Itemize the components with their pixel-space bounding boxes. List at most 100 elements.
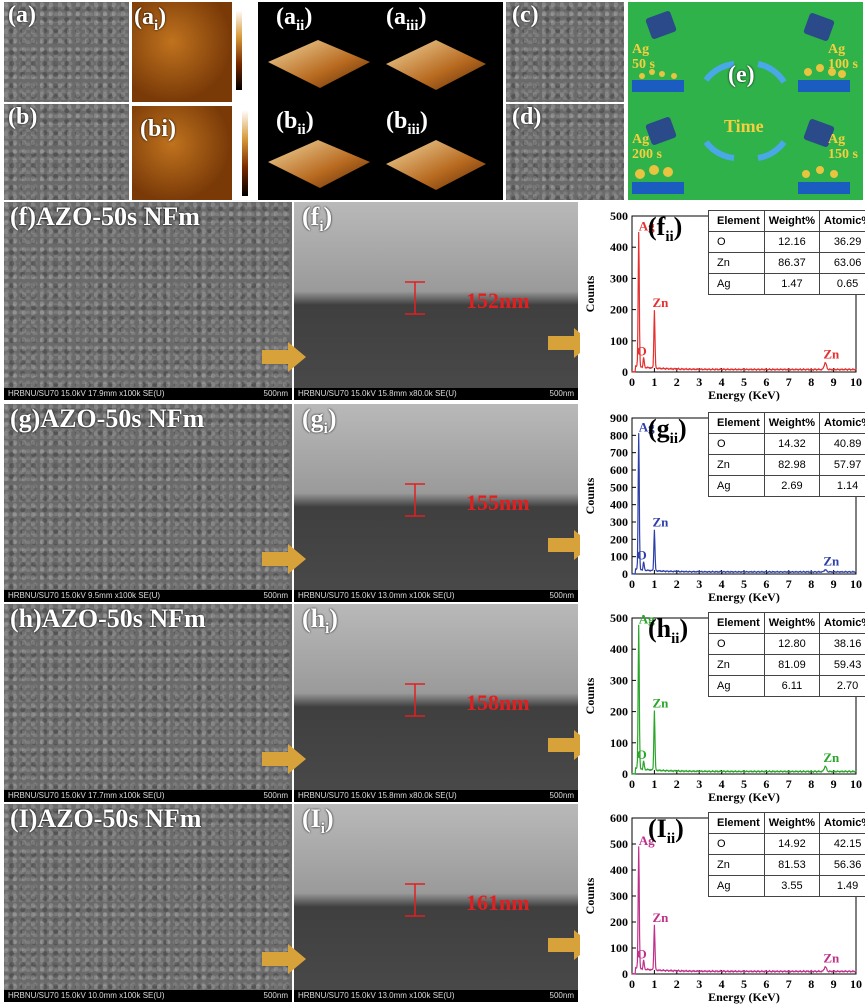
x-tick-label: 5 [741,977,747,991]
sem-info-bar: HRBNU/SU70 15.0kV 10.0mm x100k SE(U)500n… [4,990,292,1002]
table-header: Weight% [764,413,819,434]
panel-label-aiii: (aiii) [386,4,427,35]
table-header: Weight% [764,211,819,232]
table-header: Atomic% [820,613,865,634]
table-cell: 86.37 [764,253,819,274]
table-cell: Zn [709,855,765,876]
thickness-value: 158nm [466,690,530,716]
eds-composition-table: Element Weight% Atomic% O14.9242.15Zn81.… [708,812,865,897]
sem-info-bar: HRBNU/SU70 15.0kV 17.7mm x100k SE(U)500n… [4,790,292,802]
schematic-drawing [628,2,863,200]
sem-cross-section-image: HRBNU/SU70 15.0kV 13.0mm x100k SE(U)500n… [294,404,578,602]
peak-label: O [637,548,647,563]
y-tick-label: 0 [622,567,628,581]
x-tick-label: 0 [629,977,635,991]
x-tick-label: 1 [651,375,657,389]
row-label: (f)AZO-50s NFm [10,202,200,232]
schematic-e: Ag 50 s Ag 100 s Ag 200 s Ag 150 s (e) T… [628,2,863,200]
panel-label-a: (a) [8,2,36,29]
peak-label: Zn [652,910,669,925]
y-tick-label: 200 [610,915,628,929]
thickness-marker [400,882,430,918]
arrow-icon [262,544,306,574]
y-tick-label: 300 [610,271,628,285]
y-tick-label: 300 [610,889,628,903]
thickness-marker [400,682,430,718]
y-tick-label: 300 [610,673,628,687]
panel-label-c: (c) [512,2,539,29]
table-cell: 40.89 [820,434,865,455]
table-cell: 38.16 [820,634,865,655]
y-tick-label: 0 [622,967,628,981]
table-cell: 1.14 [820,476,865,497]
sem-info-bar: HRBNU/SU70 15.0kV 13.0mm x100k SE(U)500n… [294,590,578,602]
x-tick-label: 0 [629,577,635,591]
table-cell: O [709,834,765,855]
x-tick-label: 10 [850,375,862,389]
eds-composition-table: Element Weight% Atomic% O12.8038.16Zn81.… [708,612,865,697]
y-tick-label: 400 [610,498,628,512]
x-tick-label: 4 [719,577,725,591]
row-label: (h)AZO-50s NFm [10,604,206,634]
table-cell: 14.92 [764,834,819,855]
arrow-icon [262,944,306,974]
x-axis-label: Energy (KeV) [708,990,780,1004]
y-axis-label: Counts [583,275,597,312]
table-header-row: Element Weight% Atomic% [709,413,865,434]
panel-label-ai: (ai) [134,4,166,35]
y-tick-label: 900 [610,411,628,425]
x-tick-label: 3 [696,375,702,389]
eds-panel-label: (fii) [648,212,682,246]
table-header-row: Element Weight% Atomic% [709,211,865,232]
table-header: Element [709,413,765,434]
thickness-value: 152nm [466,288,530,314]
eds-panel-label: (gii) [648,414,687,448]
x-tick-label: 9 [831,977,837,991]
x-tick-label: 9 [831,777,837,791]
x-tick-label: 10 [850,777,862,791]
y-tick-label: 700 [610,446,628,460]
table-cell: 63.06 [820,253,865,274]
x-tick-label: 5 [741,375,747,389]
arrow-icon [262,342,306,372]
x-tick-label: 6 [763,977,769,991]
table-cell: 81.53 [764,855,819,876]
peak-label: O [637,946,647,961]
x-tick-label: 1 [651,577,657,591]
panel-label-b: (b) [8,104,37,131]
x-tick-label: 9 [831,577,837,591]
table-cell: Zn [709,253,765,274]
peak-label: Zn [823,347,840,362]
y-axis-label: Counts [583,677,597,714]
table-cell: O [709,232,765,253]
table-header: Atomic% [820,413,865,434]
sem-info-bar: HRBNU/SU70 15.0kV 9.5mm x100k SE(U)500nm [4,590,292,602]
x-tick-label: 8 [808,977,814,991]
cross-section-label: (fi) [302,202,332,236]
table-cell: 1.47 [764,274,819,295]
y-tick-label: 500 [610,480,628,494]
thickness-value: 161nm [466,890,530,916]
table-cell: 12.16 [764,232,819,253]
panel-label-bii: (bii) [276,108,314,139]
y-tick-label: 0 [622,365,628,379]
table-header: Element [709,813,765,834]
y-axis-label: Counts [583,877,597,914]
table-cell: 36.29 [820,232,865,253]
sem-info-bar: HRBNU/SU70 15.0kV 13.0mm x100k SE(U)500n… [294,990,578,1002]
table-cell: 81.09 [764,655,819,676]
y-tick-label: 100 [610,334,628,348]
eds-composition-table: Element Weight% Atomic% O14.3240.89Zn82.… [708,412,865,497]
x-tick-label: 2 [674,577,680,591]
y-axis-label: Counts [583,477,597,514]
sem-info-bar: HRBNU/SU70 15.0kV 15.8mm x80.0k SE(U)500… [294,388,578,400]
x-tick-label: 7 [786,577,792,591]
peak-label: Zn [823,554,840,569]
x-tick-label: 1 [651,977,657,991]
